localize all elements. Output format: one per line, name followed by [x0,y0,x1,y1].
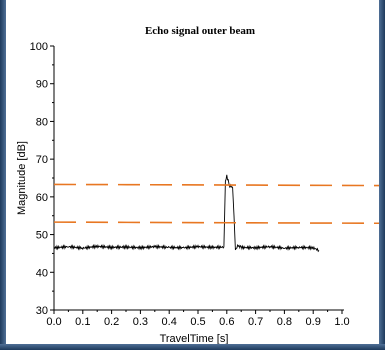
x-tick-label: 0.6 [219,316,234,328]
window-frame-bottom [0,344,385,350]
y-tick-label: 60 [36,192,48,204]
x-tick-label: 0.7 [248,316,263,328]
y-tick-label: 30 [36,305,48,317]
x-tick-label: 0.5 [190,316,205,328]
y-tick-label: 80 [36,116,48,128]
x-tick-label: 0.3 [133,316,148,328]
x-tick-label: 0.4 [162,316,177,328]
echo-signal-line [53,174,320,253]
x-axis-label: TravelTime [s] [160,333,229,345]
y-tick-label: 50 [36,230,48,242]
x-tick-label: 0.9 [306,316,321,328]
y-tick-label: 40 [36,267,48,279]
x-tick-label: 0.2 [104,316,119,328]
x-tick-label: 1.0 [334,316,349,328]
y-axis-label: Magnitude [dB] [16,141,28,215]
threshold-line-2 [53,221,380,225]
window-frame-left [0,0,6,350]
y-tick-label: 100 [30,41,48,53]
window-frame-right [379,0,385,350]
threshold-line-1 [53,183,380,187]
x-tick-label: 0.8 [277,316,292,328]
x-tick-label: 0.1 [75,316,90,328]
x-tick-label: 0.0 [46,316,61,328]
chart-title: Echo signal outer beam [145,25,255,37]
y-tick-label: 90 [36,79,48,91]
y-tick-label: 70 [36,154,48,166]
